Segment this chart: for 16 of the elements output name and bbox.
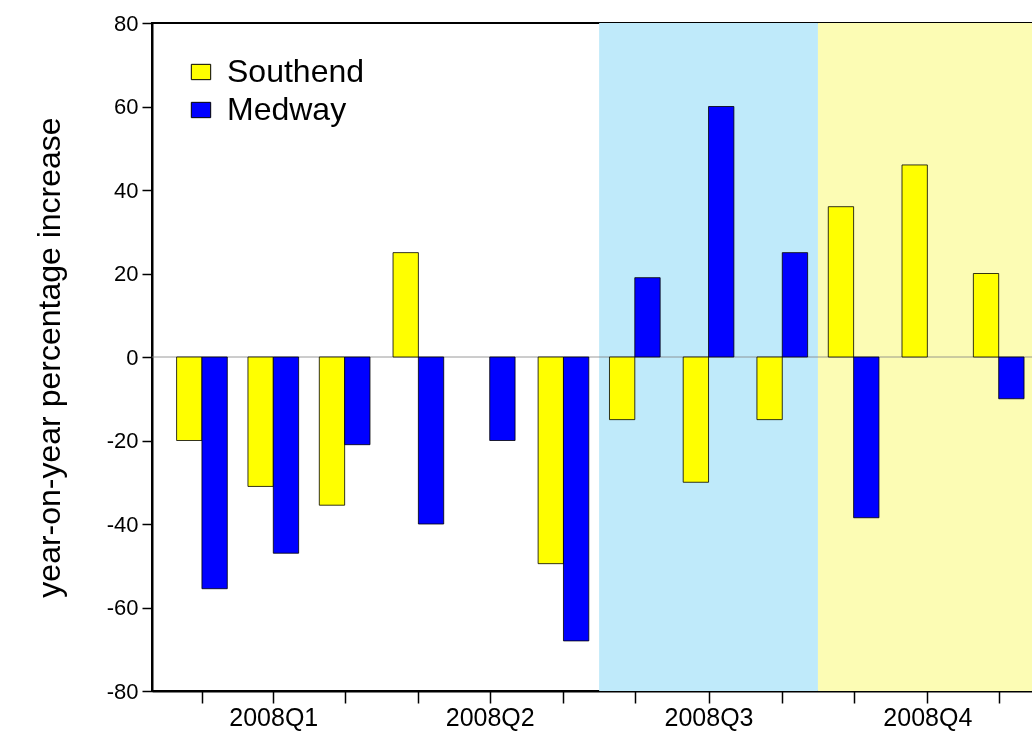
y-tick-label: 40 <box>114 177 139 203</box>
x-tick-label: 2008Q4 <box>883 702 973 731</box>
y-axis-title: year-on-year percentage increase <box>30 117 67 598</box>
legend-label: Southend <box>227 53 365 89</box>
y-tick-label: -80 <box>106 678 139 704</box>
y-tick-label: -40 <box>106 511 139 537</box>
x-tick-label: 2008Q1 <box>229 702 319 731</box>
x-tick-label: 2008Q3 <box>664 702 754 731</box>
y-tick-label: -20 <box>106 428 139 453</box>
y-tick-label: 60 <box>114 94 139 119</box>
y-tick-label: 20 <box>114 261 139 286</box>
x-tick-label: 2008Q2 <box>445 702 535 731</box>
y-tick-label: -60 <box>106 595 139 620</box>
legend-label: Medway <box>227 91 347 127</box>
y-tick-label: 80 <box>114 10 139 36</box>
y-tick-label: 0 <box>126 344 139 370</box>
